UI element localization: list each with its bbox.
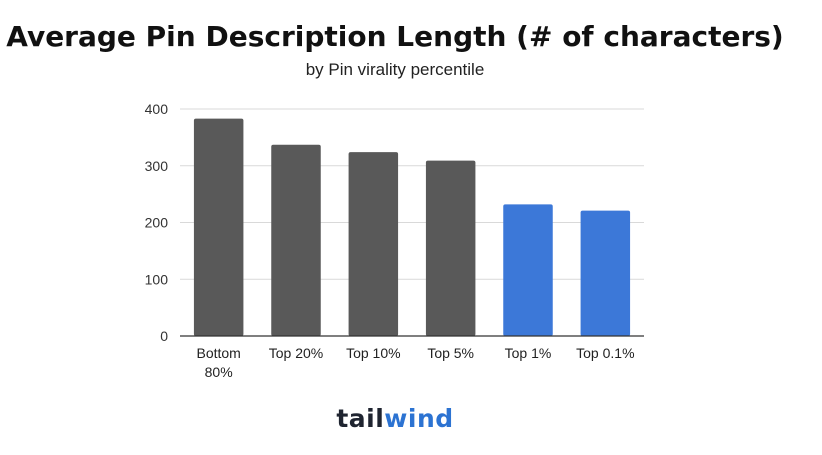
bar — [271, 144, 321, 336]
bars — [193, 118, 631, 337]
x-category-label: Top 1% — [505, 345, 552, 361]
x-category-label: Top 20% — [269, 345, 323, 361]
bar — [425, 160, 476, 336]
y-tick-label: 400 — [145, 101, 169, 117]
x-axis-category-labels: Bottom 80% Top 20% Top 10% Top 5% Top 1% Top 0… — [196, 345, 634, 380]
y-axis-tick-labels: 0 100 200 300 400 — [145, 101, 169, 344]
tailwind-logo: tailwind — [0, 404, 790, 433]
bar-chart: 0 100 200 300 400 Bottom 80% Top 20% Top 10% Top… — [145, 101, 644, 380]
y-tick-label: 100 — [145, 271, 169, 287]
y-tick-label: 0 — [160, 328, 168, 344]
x-category-label: Top 5% — [427, 345, 474, 361]
chart-title: Average Pin Description Length (# of cha… — [6, 20, 784, 53]
logo-text-tail: tail — [336, 404, 385, 433]
x-category-label: Top 10% — [346, 345, 400, 361]
gridlines — [180, 108, 644, 280]
bar — [348, 152, 399, 336]
chart-subtitle: by Pin virality percentile — [305, 60, 485, 79]
bar — [580, 210, 631, 336]
bar — [503, 204, 553, 336]
logo-text-wind: wind — [384, 404, 454, 433]
bar — [193, 118, 244, 337]
x-category-label: Top 0.1% — [576, 345, 634, 361]
y-tick-label: 300 — [145, 158, 169, 174]
y-tick-label: 200 — [145, 215, 169, 231]
x-category-label: Bottom 80% — [196, 345, 240, 380]
